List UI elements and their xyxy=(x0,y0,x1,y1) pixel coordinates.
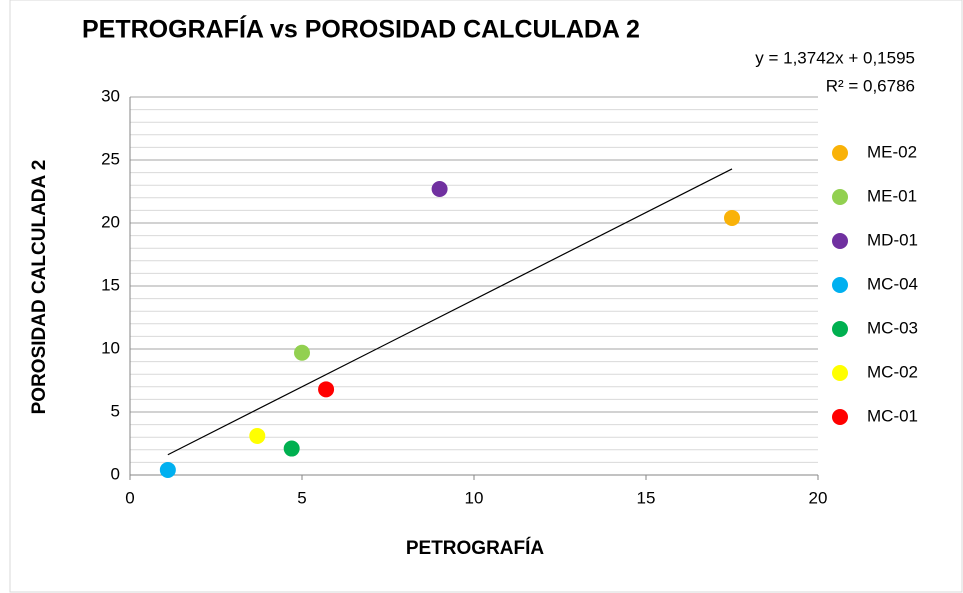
y-tick-label: 30 xyxy=(101,86,120,105)
x-tick-label: 0 xyxy=(125,488,134,507)
legend-label: MD-01 xyxy=(867,230,918,249)
legend-swatch xyxy=(832,409,848,425)
legend-label: MC-03 xyxy=(867,318,918,337)
legend-swatch xyxy=(832,233,848,249)
y-tick-label: 10 xyxy=(101,338,120,357)
y-tick-label: 20 xyxy=(101,212,120,231)
y-axis-label: POROSIDAD CALCULADA 2 xyxy=(29,160,50,415)
point xyxy=(431,180,448,197)
point xyxy=(249,427,266,444)
point xyxy=(724,209,740,226)
trendline xyxy=(167,168,733,456)
legend-swatch xyxy=(832,277,848,293)
legend-swatch xyxy=(832,365,848,381)
x-tick-label: 5 xyxy=(297,488,306,507)
x-tick-label: 20 xyxy=(809,488,828,507)
y-tick-label: 5 xyxy=(111,401,120,420)
legend-swatch xyxy=(832,189,848,205)
y-tick-label: 15 xyxy=(101,275,120,294)
legend-swatch xyxy=(832,321,848,337)
x-axis-label: PETROGRAFÍA xyxy=(406,537,545,559)
trendline-r2: R² = 0,6786 xyxy=(826,76,915,95)
point xyxy=(294,344,310,361)
legend-label: MC-01 xyxy=(867,406,918,425)
legend-label: ME-02 xyxy=(867,142,917,161)
x-tick-label: 10 xyxy=(465,488,484,507)
y-tick-label: 25 xyxy=(101,149,120,168)
point xyxy=(318,381,335,398)
y-tick-label: 0 xyxy=(111,464,120,483)
point xyxy=(159,461,176,478)
legend-label: MC-04 xyxy=(867,274,918,293)
chart-frame xyxy=(9,0,963,593)
legend-label: MC-02 xyxy=(867,362,918,381)
chart-title: PETROGRAFÍA vs POROSIDAD CALCULADA 2 xyxy=(82,15,640,44)
trendline-equation: y = 1,3742x + 0,1595 xyxy=(755,48,915,67)
x-tick-label: 15 xyxy=(637,488,656,507)
legend-swatch xyxy=(832,145,848,161)
point xyxy=(283,440,300,457)
legend-label: ME-01 xyxy=(867,186,917,205)
